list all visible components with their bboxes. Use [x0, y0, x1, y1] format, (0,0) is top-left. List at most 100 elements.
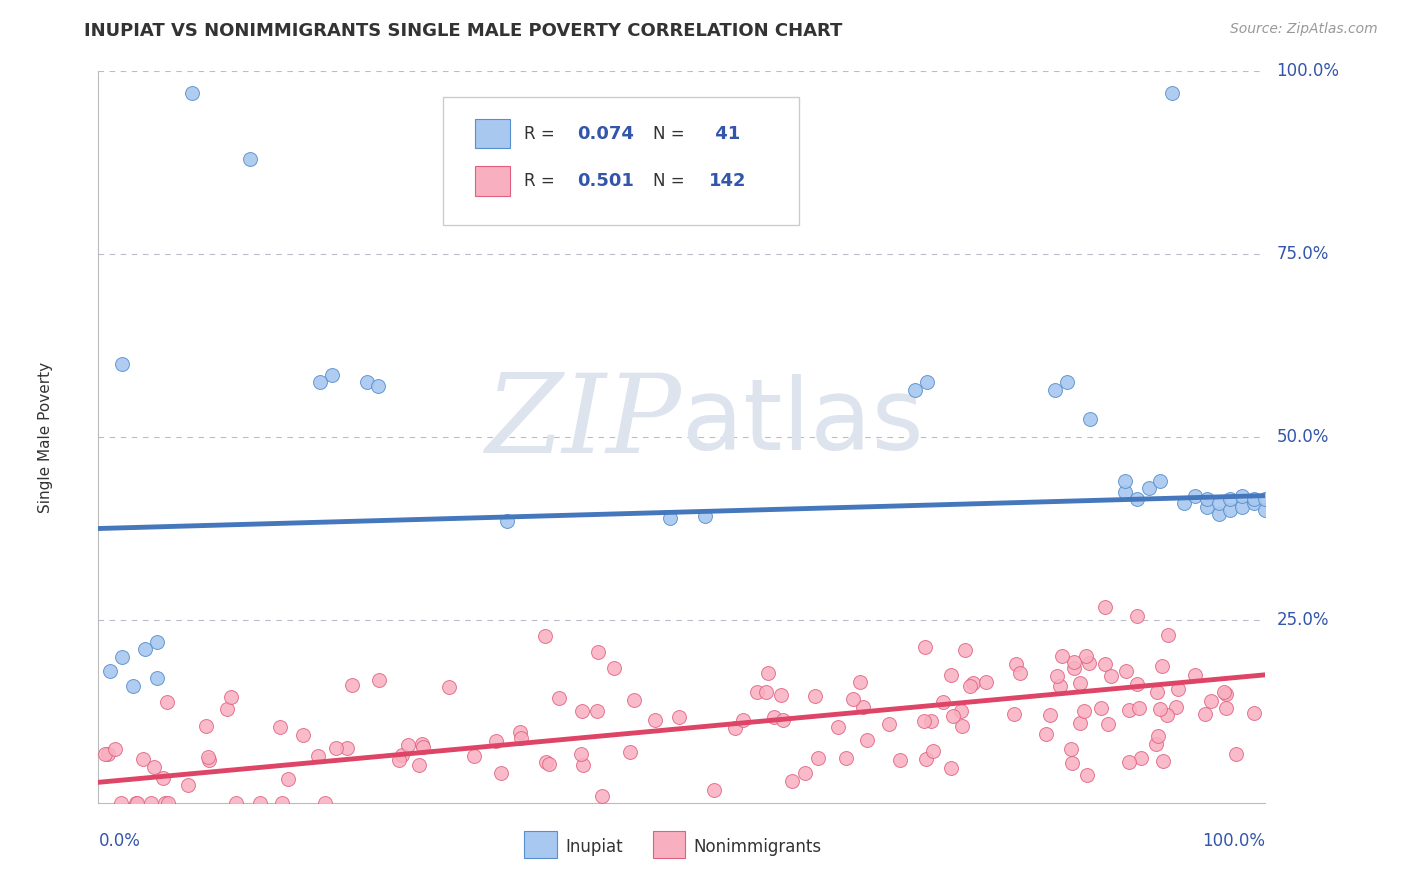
Text: atlas: atlas: [682, 374, 924, 471]
Point: [367, 673, 389, 687]
Text: 0.074: 0.074: [576, 125, 634, 143]
Point: [1208, 496, 1230, 510]
Point: [1137, 481, 1160, 495]
Point: [941, 761, 963, 775]
Point: [1149, 474, 1171, 488]
Text: ZIP: ZIP: [486, 368, 682, 476]
Point: [98, 664, 121, 678]
Point: [125, 796, 148, 810]
Point: [949, 704, 972, 718]
Point: [93, 747, 115, 761]
Point: [1118, 703, 1140, 717]
Point: [309, 376, 332, 390]
Point: [807, 751, 830, 765]
Point: [914, 751, 936, 765]
Point: [659, 510, 682, 524]
Point: [496, 514, 519, 528]
Point: [1195, 492, 1218, 507]
Point: [1094, 599, 1116, 614]
Point: [122, 679, 145, 693]
Point: [1035, 727, 1057, 741]
Point: [770, 688, 793, 702]
Text: 100.0%: 100.0%: [1277, 62, 1340, 80]
Point: [194, 719, 217, 733]
Point: [97, 747, 120, 761]
Point: [157, 796, 180, 810]
Point: [321, 368, 343, 382]
Point: [249, 796, 271, 810]
Point: [325, 741, 347, 756]
Point: [591, 789, 613, 803]
Text: 25.0%: 25.0%: [1277, 611, 1329, 629]
Text: R =: R =: [524, 125, 561, 143]
Point: [1074, 648, 1097, 663]
Point: [1076, 768, 1098, 782]
Point: [271, 796, 294, 810]
Point: [146, 635, 169, 649]
Point: [1002, 707, 1025, 722]
Point: [586, 704, 609, 718]
Point: [619, 745, 641, 759]
Point: [571, 704, 593, 718]
Point: [835, 751, 858, 765]
Point: [408, 757, 430, 772]
Point: [1060, 741, 1083, 756]
Point: [141, 796, 163, 810]
Point: [855, 732, 877, 747]
Point: [1195, 500, 1218, 514]
Text: Inupiat: Inupiat: [565, 838, 623, 855]
Point: [336, 741, 359, 756]
Point: [572, 758, 595, 772]
Point: [125, 796, 148, 810]
Point: [1184, 668, 1206, 682]
Point: [463, 748, 485, 763]
Point: [703, 783, 725, 797]
Point: [1208, 507, 1230, 521]
Point: [1125, 609, 1147, 624]
Point: [388, 753, 411, 767]
FancyBboxPatch shape: [524, 831, 557, 858]
Text: 0.0%: 0.0%: [98, 832, 141, 850]
Point: [1146, 685, 1168, 699]
Point: [485, 734, 508, 748]
Point: [197, 753, 219, 767]
Point: [269, 720, 291, 734]
Text: N =: N =: [652, 172, 689, 190]
Point: [852, 700, 875, 714]
Point: [548, 691, 571, 706]
Text: 75.0%: 75.0%: [1277, 245, 1329, 263]
Point: [367, 379, 389, 393]
Point: [889, 753, 911, 767]
Point: [1039, 708, 1062, 723]
Point: [1046, 668, 1069, 682]
Point: [1164, 700, 1187, 714]
Point: [219, 690, 242, 704]
Point: [156, 695, 179, 709]
Point: [1147, 730, 1170, 744]
Point: [569, 747, 592, 762]
Point: [1069, 715, 1091, 730]
Point: [644, 713, 666, 727]
Text: 142: 142: [709, 172, 747, 190]
Point: [412, 740, 434, 755]
Point: [1156, 708, 1178, 723]
Point: [239, 152, 262, 166]
Text: 0.501: 0.501: [576, 172, 634, 190]
Point: [1225, 747, 1247, 761]
FancyBboxPatch shape: [475, 167, 510, 195]
Point: [1161, 87, 1184, 101]
Text: Nonimmigrants: Nonimmigrants: [693, 838, 821, 855]
Point: [939, 667, 962, 681]
Text: N =: N =: [652, 125, 689, 143]
Point: [510, 731, 533, 745]
Point: [974, 674, 997, 689]
Point: [391, 748, 413, 763]
Point: [533, 629, 555, 643]
Point: [1078, 656, 1101, 670]
Point: [1115, 664, 1137, 678]
FancyBboxPatch shape: [443, 97, 799, 225]
Point: [1230, 489, 1253, 503]
Point: [176, 778, 198, 792]
Point: [1090, 701, 1112, 715]
Point: [277, 772, 299, 786]
